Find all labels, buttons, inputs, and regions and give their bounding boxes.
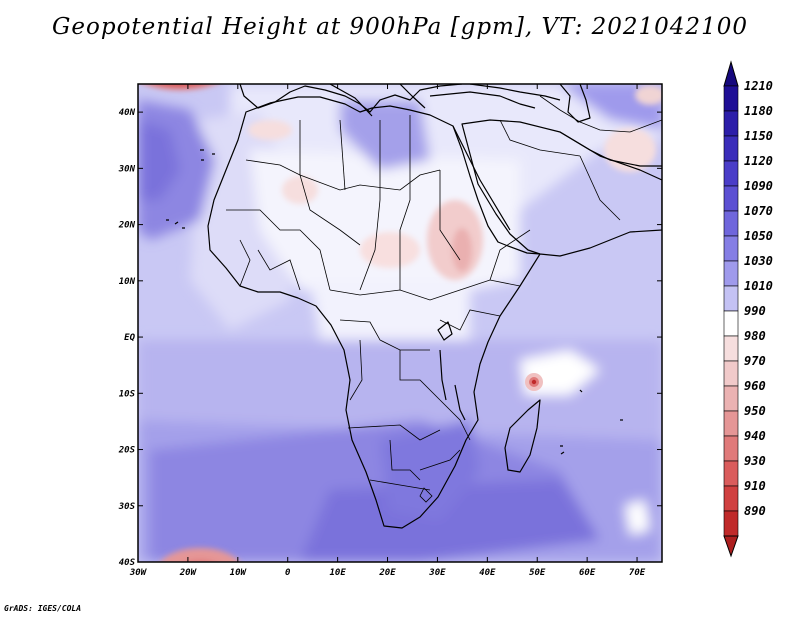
lon-label: 30E: [428, 568, 446, 578]
colorbar-label: 1150: [744, 129, 773, 143]
lon-label: 20E: [378, 568, 396, 578]
lat-label: 30N: [118, 164, 136, 174]
colorbar-label: 990: [744, 304, 766, 318]
colorbar-label: 1050: [744, 229, 773, 243]
colorbar-top-arrow: [723, 60, 739, 87]
lon-label: 70E: [629, 568, 646, 578]
lon-label: 30W: [129, 568, 148, 578]
lon-label: 0: [285, 568, 291, 578]
colorbar-swatch: [723, 410, 739, 437]
lon-label: 10W: [230, 568, 248, 578]
map-title: Geopotential Height at 900hPa [gpm], VT:…: [52, 14, 748, 40]
colorbar-swatch: [723, 310, 739, 337]
colorbar-label: 980: [744, 329, 766, 343]
lat-label: 20N: [118, 221, 136, 231]
colorbar-swatch: [723, 210, 739, 237]
height-field: [138, 84, 662, 562]
colorbar-label: 960: [744, 379, 766, 393]
colorbar-swatch: [723, 335, 739, 362]
colorbar-swatch: [723, 235, 739, 262]
colorbar-swatch: [723, 510, 739, 537]
colorbar-swatch: [723, 435, 739, 462]
colorbar-label: 950: [744, 404, 766, 418]
country-borders: [226, 95, 662, 503]
colorbar-label: 1120: [744, 154, 773, 168]
lat-label: 40N: [119, 108, 136, 118]
colorbar-swatch: [723, 110, 739, 137]
colorbar-label: 1180: [744, 104, 773, 118]
colorbar-swatch: [723, 285, 739, 312]
colorbar-swatch: [723, 385, 739, 412]
longitude-ticks: 30W 20W 10W 0 10E 20E 30E 40E 50E 60E 70E: [129, 84, 646, 578]
colorbar-swatch: [723, 485, 739, 512]
lon-label: 10E: [329, 568, 346, 578]
colorbar-label: 940: [744, 429, 766, 443]
colorbar: 1210 1180 1150 1120 1090 1070 1050 1030 1010 990 9…: [723, 60, 773, 558]
colorbar-label: 1090: [744, 179, 773, 193]
colorbar-swatch: [723, 360, 739, 387]
lon-label: 40E: [479, 568, 496, 578]
colorbar-swatch: [723, 260, 739, 287]
lat-label: EQ: [124, 333, 135, 343]
lon-label: 60E: [579, 568, 596, 578]
colorbar-label: 970: [744, 354, 766, 368]
colorbar-label: 1070: [744, 204, 773, 218]
colorbar-label: 910: [744, 479, 766, 493]
map-frame: [137, 83, 663, 563]
colorbar-bottom-arrow: [723, 535, 739, 558]
colorbar-label: 890: [744, 504, 766, 518]
colorbar-label: 930: [744, 454, 766, 468]
colorbar-swatch: [723, 185, 739, 212]
colorbar-swatch: [723, 85, 739, 112]
lat-label: 40S: [119, 558, 136, 568]
lat-label: 20S: [118, 446, 136, 456]
colorbar-label: 1010: [744, 279, 773, 293]
coastlines: [166, 84, 662, 529]
colorbar-label: 1030: [744, 254, 773, 268]
latitude-ticks: 40N 30N 20N 10N EQ 10S 20S 30S 40S: [118, 108, 662, 568]
lat-label: 30S: [118, 502, 136, 512]
colorbar-swatch: [723, 160, 739, 187]
lat-label: 10N: [119, 277, 136, 287]
colorbar-label: 1210: [744, 79, 773, 93]
lon-label: 20W: [179, 568, 198, 578]
colorbar-swatch: [723, 460, 739, 487]
footer-credit: GrADS: IGES/COLA: [4, 604, 82, 613]
lat-label: 10S: [119, 389, 136, 399]
colorbar-swatch: [723, 135, 739, 162]
lon-label: 50E: [529, 568, 546, 578]
